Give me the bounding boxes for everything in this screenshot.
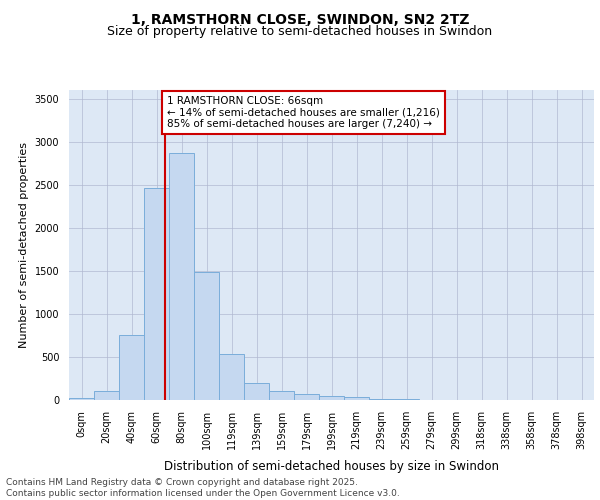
Y-axis label: Number of semi-detached properties: Number of semi-detached properties bbox=[19, 142, 29, 348]
Bar bbox=[369, 398, 394, 400]
X-axis label: Distribution of semi-detached houses by size in Swindon: Distribution of semi-detached houses by … bbox=[164, 460, 499, 473]
Bar bbox=[169, 153, 194, 400]
Bar bbox=[319, 396, 344, 400]
Bar bbox=[269, 390, 294, 400]
Bar bbox=[194, 272, 219, 400]
Bar bbox=[294, 394, 319, 400]
Bar bbox=[244, 383, 269, 400]
Bar bbox=[69, 398, 94, 400]
Bar bbox=[119, 334, 144, 400]
Bar bbox=[144, 188, 169, 400]
Bar bbox=[344, 398, 369, 400]
Text: 1, RAMSTHORN CLOSE, SWINDON, SN2 2TZ: 1, RAMSTHORN CLOSE, SWINDON, SN2 2TZ bbox=[131, 12, 469, 26]
Bar bbox=[94, 392, 119, 400]
Bar bbox=[219, 354, 244, 400]
Bar bbox=[394, 399, 419, 400]
Text: Size of property relative to semi-detached houses in Swindon: Size of property relative to semi-detach… bbox=[107, 25, 493, 38]
Text: Contains HM Land Registry data © Crown copyright and database right 2025.
Contai: Contains HM Land Registry data © Crown c… bbox=[6, 478, 400, 498]
Text: 1 RAMSTHORN CLOSE: 66sqm
← 14% of semi-detached houses are smaller (1,216)
85% o: 1 RAMSTHORN CLOSE: 66sqm ← 14% of semi-d… bbox=[167, 96, 440, 129]
